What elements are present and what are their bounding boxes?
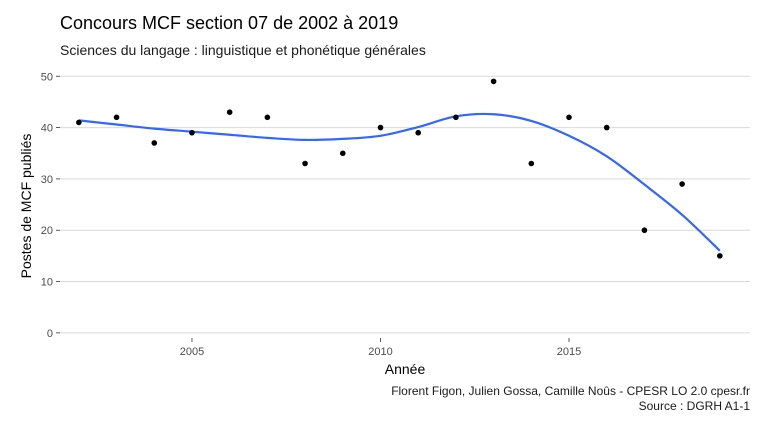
data-point-2004 bbox=[151, 140, 158, 146]
data-point-2003 bbox=[113, 114, 120, 121]
grid-lines bbox=[60, 75, 750, 334]
data-point-2009 bbox=[339, 150, 346, 157]
y-tick-label-50: 50 bbox=[41, 71, 53, 83]
data-point-2010 bbox=[377, 124, 384, 131]
x-axis-ticks: 2005 2010 2015 bbox=[180, 338, 581, 358]
data-point-2007 bbox=[264, 114, 271, 121]
caption-authors: Florent Figon, Julien Gossa, Camille Noû… bbox=[391, 384, 750, 398]
data-point-2002 bbox=[76, 119, 82, 126]
x-axis-title: Année bbox=[385, 361, 426, 377]
x-tick-label-2015: 2015 bbox=[557, 346, 581, 358]
data-point-2006 bbox=[226, 109, 233, 115]
y-tick-label-20: 20 bbox=[41, 225, 53, 237]
caption-source: Source : DGRH A1-1 bbox=[638, 399, 750, 413]
smooth-trend-line bbox=[78, 112, 721, 252]
x-tick-label-2005: 2005 bbox=[180, 346, 204, 358]
chart-subtitle: Sciences du langage : linguistique et ph… bbox=[60, 42, 426, 58]
data-point-2017 bbox=[641, 227, 648, 234]
data-point-2014 bbox=[528, 160, 535, 167]
y-tick-label-10: 10 bbox=[41, 277, 53, 289]
data-point-2015 bbox=[566, 114, 572, 121]
data-point-2013 bbox=[490, 78, 497, 85]
data-point-2005 bbox=[189, 129, 195, 136]
x-tick-label-2010: 2010 bbox=[368, 346, 392, 358]
chart-caption: Florent Figon, Julien Gossa, Camille Noû… bbox=[391, 384, 750, 414]
data-point-2018 bbox=[679, 181, 685, 187]
data-point-2008 bbox=[302, 160, 308, 167]
data-point-2019 bbox=[717, 253, 723, 259]
y-tick-label-40: 40 bbox=[41, 123, 53, 135]
data-point-2012 bbox=[453, 114, 459, 121]
y-axis-ticks: 0 10 20 30 40 50 bbox=[41, 71, 60, 340]
data-point-2011 bbox=[415, 129, 421, 136]
data-points bbox=[76, 78, 723, 259]
y-tick-label-0: 0 bbox=[47, 328, 53, 340]
y-axis-title: Postes de MCF publiés bbox=[18, 134, 34, 279]
chart-title: Concours MCF section 07 de 2002 à 2019 bbox=[60, 13, 399, 33]
y-tick-label-30: 30 bbox=[41, 174, 53, 186]
data-point-2016 bbox=[603, 124, 610, 131]
